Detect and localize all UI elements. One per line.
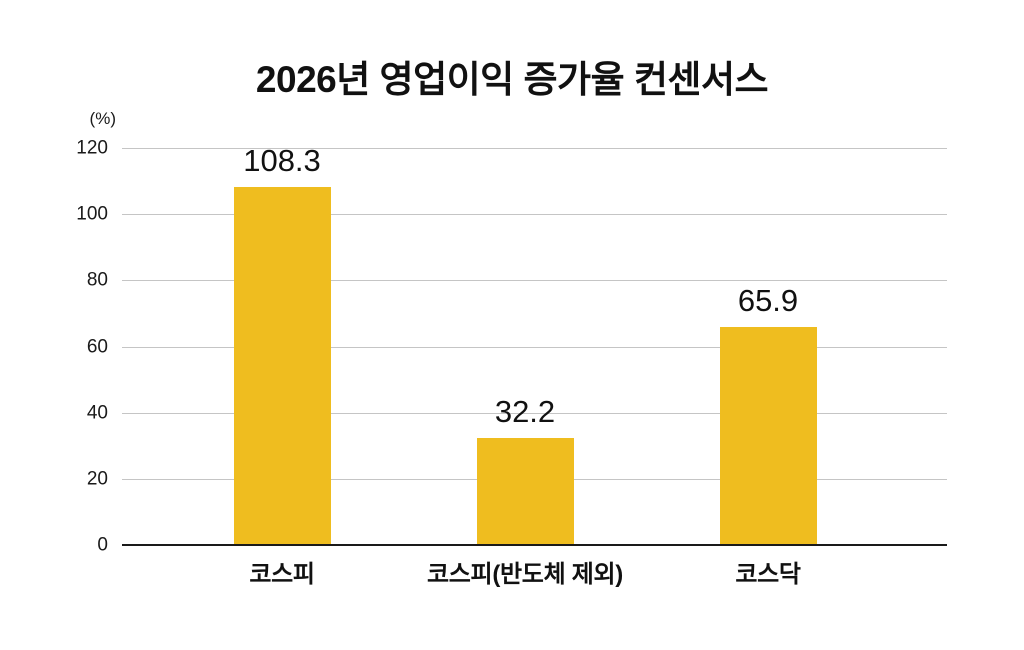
gridline-60 xyxy=(122,346,947,348)
gridline-120 xyxy=(122,148,947,149)
y-tick-label-60: 60 xyxy=(86,336,108,357)
y-tick-label-100: 100 xyxy=(76,203,108,225)
bar[interactable] xyxy=(476,438,574,545)
bar-value-label: 108.3 xyxy=(243,142,321,178)
bar-value-label: 32.2 xyxy=(494,394,556,430)
x-category-label: 코스닥 xyxy=(735,561,801,588)
y-tick-label-80: 80 xyxy=(86,269,108,291)
chart-title: 2026년 영업이익 증가율 컨센서스 xyxy=(255,59,769,100)
bar-value-label: 65.9 xyxy=(737,282,799,318)
y-tick-label-120: 120 xyxy=(76,137,108,159)
y-tick-label-0: 0 xyxy=(97,534,108,556)
x-axis-baseline xyxy=(122,544,947,546)
y-axis-unit-label: (%) xyxy=(89,109,116,128)
plot-area xyxy=(122,148,947,545)
gridline-100 xyxy=(122,214,947,216)
y-tick-label-40: 40 xyxy=(86,402,108,424)
gridline-80 xyxy=(122,280,947,282)
gridline-40 xyxy=(122,412,947,414)
bar[interactable] xyxy=(233,186,331,545)
x-category-label: 코스피(반도체 제외) xyxy=(427,561,623,588)
y-tick-label-20: 20 xyxy=(86,468,108,490)
x-category-label: 코스피 xyxy=(249,561,315,588)
y-axis-tick-labels: 0 20 40 60 80 100 120 xyxy=(62,139,108,555)
bar[interactable] xyxy=(719,326,817,545)
